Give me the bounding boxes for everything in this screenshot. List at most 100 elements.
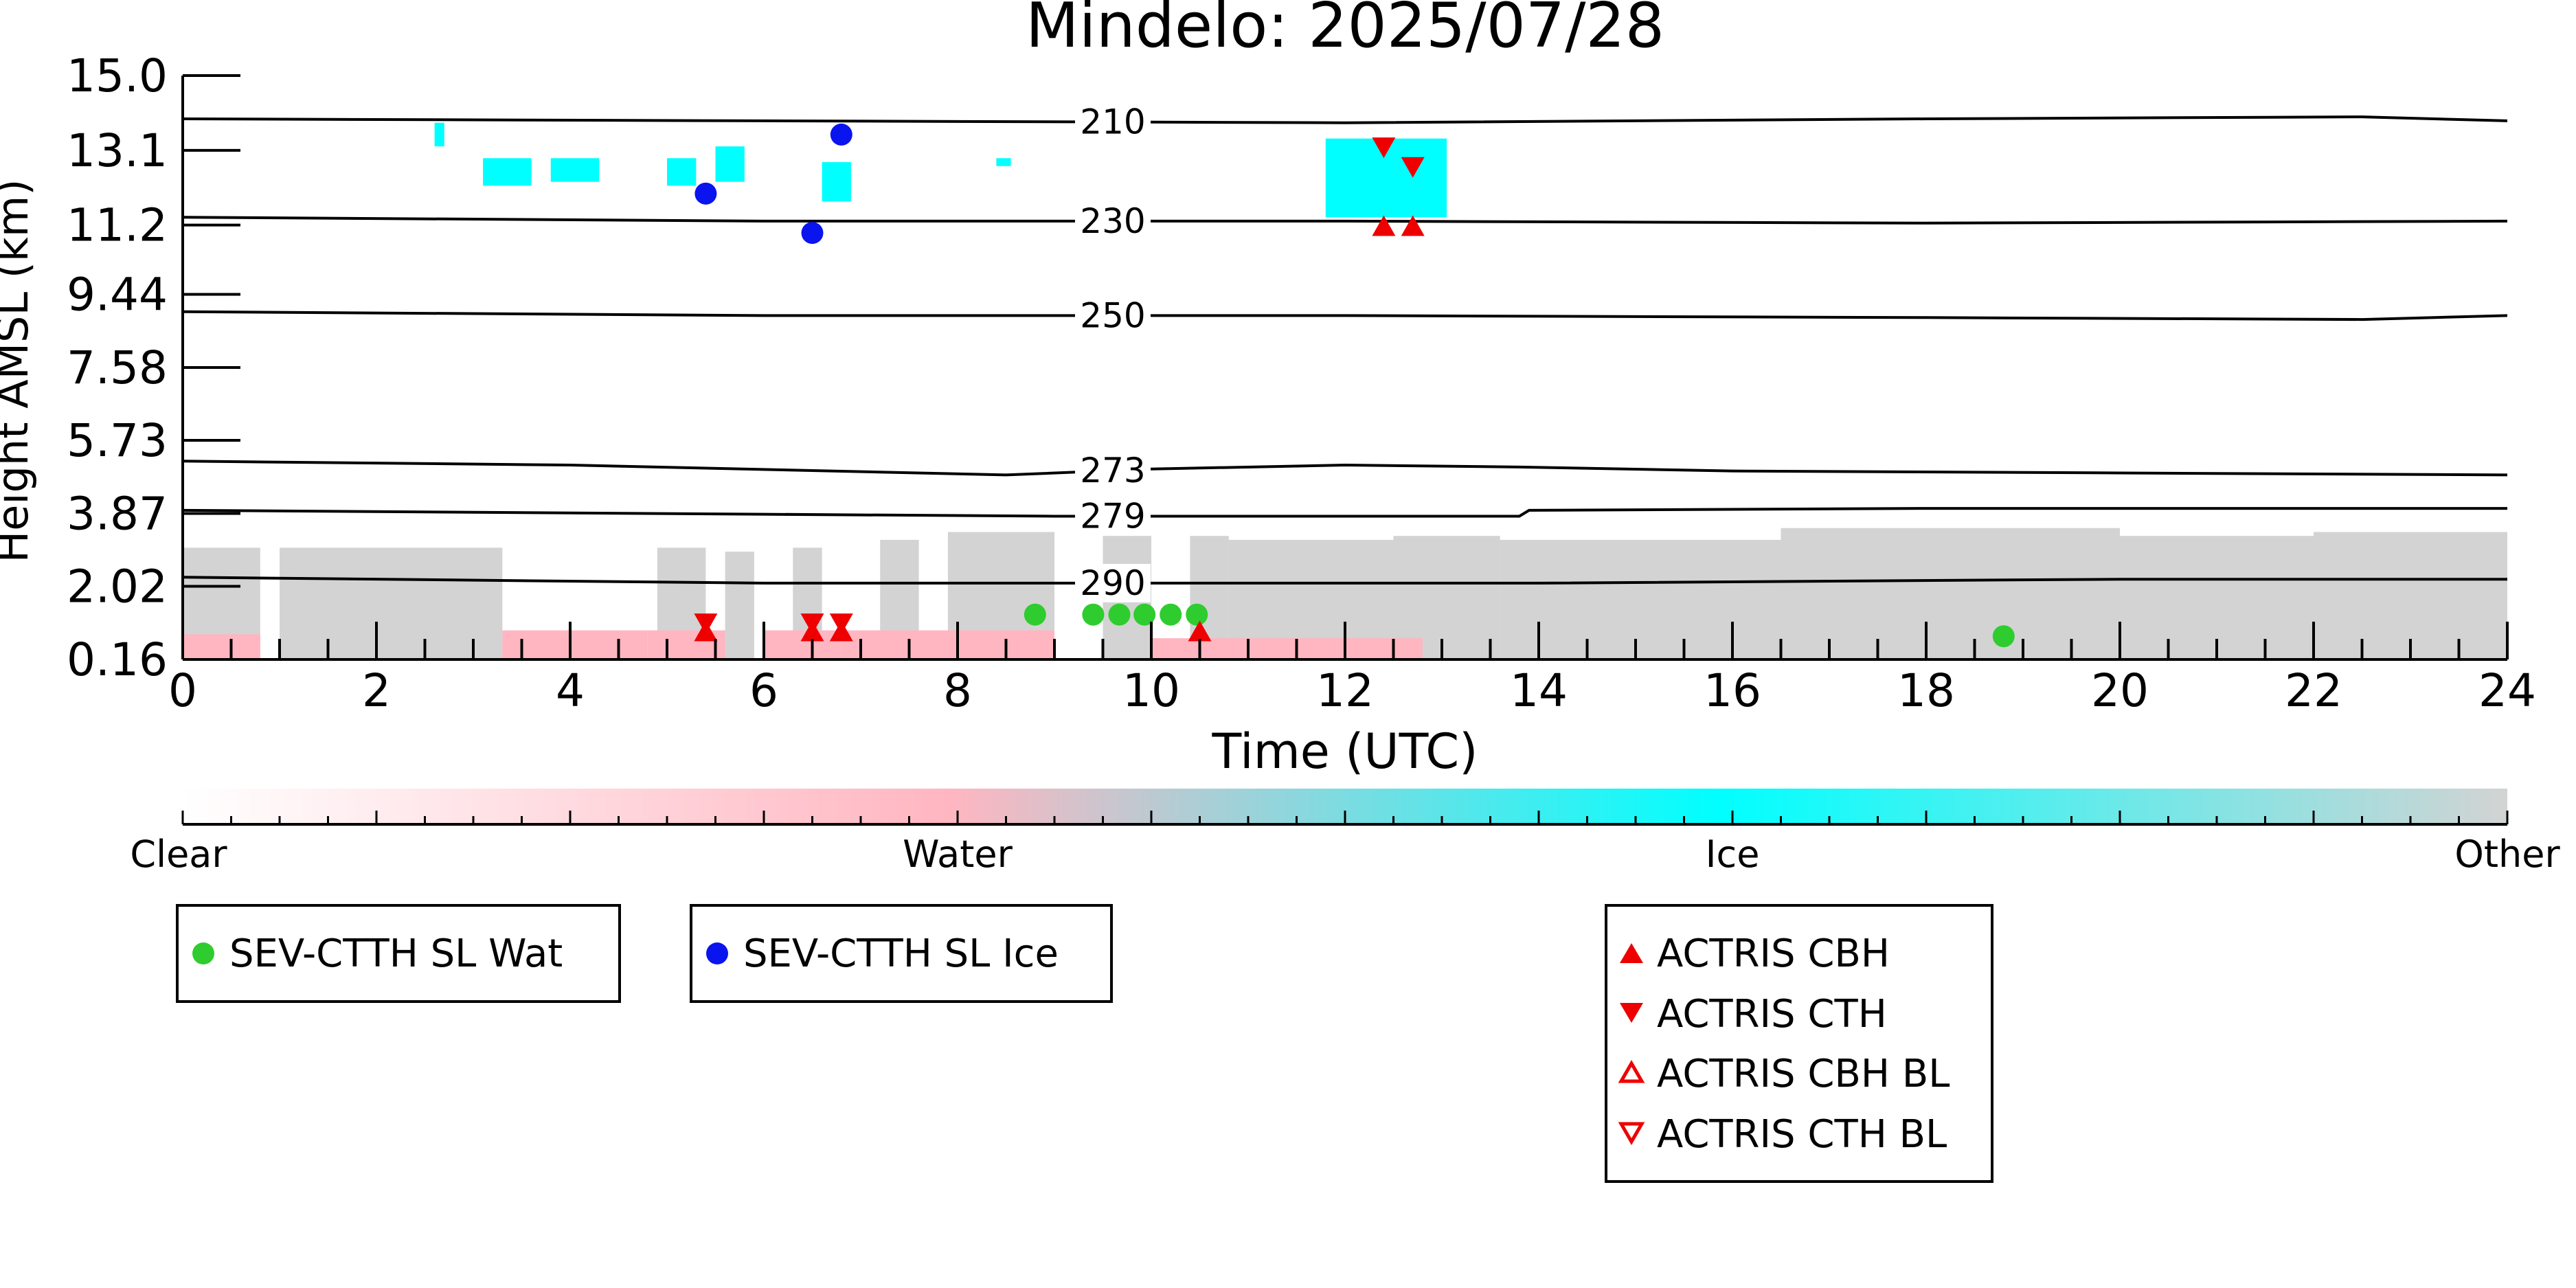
legend-ice-label: SEV-CTTH SL Ice (743, 931, 1059, 976)
other-cloud-band (1781, 528, 2120, 659)
contour-label-290: 290 (1080, 563, 1145, 603)
sev-ctth-sl-wat-point (1108, 603, 1131, 626)
sev-ctth-sl-wat-point (1992, 625, 2015, 648)
contour-line-230 (183, 216, 2507, 225)
y-tick-label: 3.87 (67, 488, 168, 541)
sev-ctth-sl-ice-point (830, 123, 852, 146)
x-tick-label: 8 (943, 664, 972, 717)
actris-cth-point (694, 613, 718, 635)
x-tick-label: 22 (2285, 664, 2342, 717)
contour-label-bg-290 (1075, 563, 1151, 602)
actris-cth-point (800, 613, 824, 635)
x-tick-label: 12 (1316, 664, 1374, 717)
contour-label-bg-279 (1075, 497, 1151, 536)
y-axis-label: Height AMSL (km) (0, 179, 38, 563)
actris-cbh-point (1188, 620, 1212, 642)
contour-label-210: 210 (1080, 102, 1145, 142)
contour-label-230: 230 (1080, 201, 1145, 241)
contour-line-250 (183, 310, 2507, 321)
x-tick-label: 18 (1897, 664, 1955, 717)
water-cloud-band (502, 630, 648, 659)
y-tick-label: 2.02 (67, 560, 168, 613)
colorbar-ticks (181, 811, 2509, 824)
actris-cbh-point (1401, 215, 1425, 236)
colorbar-label-ice: Ice (1706, 833, 1760, 876)
legend-water-box (176, 904, 621, 1003)
contour-label-bg-210 (1075, 102, 1151, 142)
water-cloud-band (764, 630, 841, 659)
axes: 0 2 4 6 8 10 12 14 16 18 20 22 240.162.023.875.737.5… (67, 49, 2536, 717)
actris-cth-point (829, 613, 853, 635)
legend-actris: ACTRIS CBH ACTRIS CTH ACTRIS CBH BL ACTR… (1605, 904, 1993, 1183)
sev-ctth-sl-ice-point (801, 222, 824, 245)
y-tick-label: 15.0 (67, 49, 168, 102)
colorbar: Clear Water Ice Other (130, 789, 2560, 876)
legend-cth-label: ACTRIS CTH (1657, 992, 1887, 1037)
sev-ctth-sl-wat-point (1186, 603, 1208, 626)
legend-ice-marker (706, 942, 728, 964)
ice-cloud-patch (715, 146, 745, 182)
other-cloud-band (280, 547, 503, 659)
other-cloud-band (2314, 532, 2507, 659)
x-tick-label: 2 (362, 664, 391, 717)
contour-label-273: 273 (1080, 451, 1145, 490)
sev-ctth-sl-wat-point (1133, 603, 1156, 626)
legend-ice: SEV-CTTH SL Ice (690, 904, 1113, 1003)
x-tick-label: 14 (1510, 664, 1568, 717)
legend-water-marker (192, 942, 214, 964)
sev-ctth-sl-wat-point (1024, 603, 1046, 626)
contour-line-273 (183, 460, 2507, 477)
legend-cbh-bl-label: ACTRIS CBH BL (1657, 1052, 1950, 1096)
cloud-mask-layer (183, 122, 2507, 659)
temperature-contours: 210 230 250 273 279 290 (183, 102, 2507, 603)
water-cloud-band (183, 634, 260, 659)
legend-water: SEV-CTTH SL Wat (176, 904, 621, 1003)
y-tick-label: 7.58 (67, 341, 168, 394)
colorbar-label-water: Water (903, 833, 1013, 876)
y-tick-label: 5.73 (67, 414, 168, 467)
contour-line-279 (183, 507, 2507, 518)
colorbar-label-clear: Clear (130, 833, 227, 876)
contour-label-bg-273 (1075, 451, 1151, 490)
legend-cth-bl-label: ACTRIS CTH BL (1657, 1112, 1947, 1157)
sev-ctth-sl-wat-point (1082, 603, 1105, 626)
x-tick-label: 4 (556, 664, 585, 717)
contour-line-210 (183, 115, 2507, 124)
y-tick-label: 0.16 (67, 633, 168, 686)
x-tick-label: 20 (2091, 664, 2149, 717)
ice-cloud-patch (434, 122, 444, 147)
ice-cloud-patch (483, 158, 532, 186)
y-tick-label: 11.2 (67, 199, 168, 252)
colorbar-label-other: Other (2454, 833, 2560, 876)
other-cloud-band (725, 552, 754, 659)
water-cloud-band (1151, 638, 1423, 659)
marker-layer (694, 123, 2015, 648)
legend-cbh-label: ACTRIS CBH (1657, 931, 1890, 976)
ice-cloud-patch (996, 158, 1011, 166)
legend-actris-box (1605, 904, 1993, 1183)
x-tick-label: 0 (168, 664, 197, 717)
ice-cloud-patch (667, 158, 697, 186)
ice-cloud-patch (550, 158, 600, 182)
x-tick-label: 6 (749, 664, 778, 717)
x-tick-label: 16 (1704, 664, 1761, 717)
contour-label-279: 279 (1080, 497, 1145, 536)
actris-cth-point (1372, 137, 1396, 159)
legend-cbh-bl-marker (1618, 1059, 1645, 1083)
water-cloud-band (841, 630, 997, 659)
x-tick-label: 24 (2478, 664, 2536, 717)
actris-cth-point (1401, 157, 1425, 178)
y-tick-label: 13.1 (67, 124, 168, 177)
ice-cloud-patch (822, 162, 851, 202)
sev-ctth-sl-ice-point (694, 182, 717, 205)
sev-ctth-sl-wat-point (1160, 603, 1182, 626)
contour-label-250: 250 (1080, 295, 1145, 335)
contour-label-bg-230 (1075, 201, 1151, 240)
contour-label-bg-250 (1075, 296, 1151, 335)
y-tick-label: 9.44 (67, 268, 168, 321)
x-tick-label: 10 (1122, 664, 1180, 717)
other-cloud-band (1500, 539, 1781, 659)
contour-line-290 (183, 576, 2507, 585)
legend-cth-marker (1620, 1003, 1643, 1023)
